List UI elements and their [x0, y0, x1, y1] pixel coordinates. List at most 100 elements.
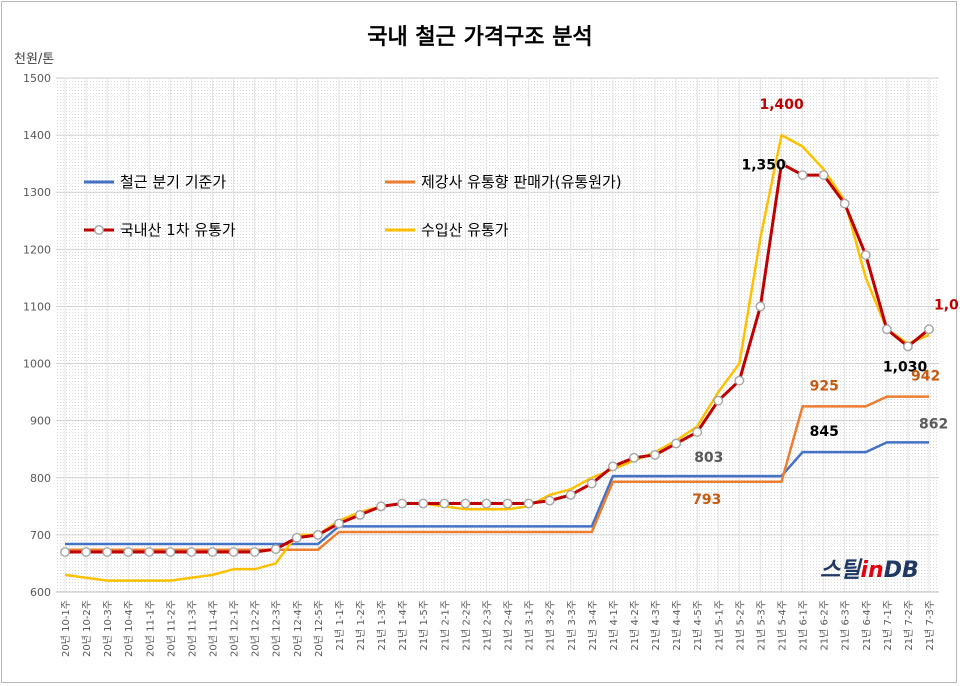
data-label: 793	[692, 492, 721, 508]
y-tick-label: 1400	[23, 129, 51, 142]
series-marker	[207, 547, 218, 557]
series-marker	[502, 498, 513, 509]
gridlines	[56, 77, 939, 593]
x-tick-label: 21년 1-1주	[334, 600, 346, 651]
series-marker	[334, 518, 344, 529]
series-marker	[924, 324, 934, 335]
y-tick-label: 700	[30, 529, 51, 542]
data-label: 803	[694, 450, 723, 466]
data-label: 1,030	[883, 359, 928, 375]
chart-title: 국내 철근 가격구조 분석	[367, 25, 592, 50]
x-tick-label: 21년 7-2주	[903, 600, 915, 651]
x-tick-label: 21년 4-2주	[629, 600, 641, 651]
x-tick-label: 21년 5-1주	[713, 600, 725, 651]
series-marker	[734, 375, 745, 386]
series-marker	[608, 461, 618, 472]
x-tick-label: 21년 6-1주	[798, 600, 810, 651]
x-tick-label: 20년 11-3주	[186, 600, 198, 657]
x-tick-label: 21년 3-2주	[545, 600, 557, 651]
series-marker	[797, 170, 808, 180]
steelindb-logo: 스틸inDB	[820, 558, 919, 583]
legend: 철근 분기 기준가 제강사 유통향 판매가(유통원가) 국내산 1차 유통가 수입산 …	[84, 173, 622, 239]
series-marker	[776, 158, 787, 169]
series-marker	[249, 547, 260, 557]
x-tick-label: 21년 4-1주	[608, 600, 620, 651]
series-marker	[629, 452, 639, 463]
x-axis-ticks: 20년 10-1주 20년 10-2주 20년 10-3주 20년 10-4주 20년 …	[56, 591, 939, 657]
x-tick-label: 21년 4-4주	[671, 600, 683, 651]
series-marker	[544, 495, 555, 506]
x-tick-label: 21년 5-3주	[755, 600, 767, 651]
series-marker	[586, 478, 597, 489]
series-marker	[565, 490, 576, 500]
legend-label: 수입산 유통가	[421, 221, 509, 239]
x-tick-label: 20년 10-4주	[123, 600, 135, 657]
legend-label: 제강사 유통향 판매가(유통원가)	[421, 173, 622, 191]
data-label: 925	[810, 378, 839, 394]
data-label: 942	[911, 369, 940, 385]
x-tick-label: 20년 11-4주	[208, 600, 220, 657]
series-marker	[881, 324, 892, 335]
series-line	[64, 133, 930, 582]
series-marker	[186, 547, 197, 557]
x-tick-label: 21년 2-3주	[481, 600, 493, 651]
series-layer	[60, 133, 934, 582]
y-axis-ticks: 600 700 800 900 1000 1100 1200 1300 1400 1500	[23, 72, 51, 599]
legend-label: 철근 분기 기준가	[120, 173, 226, 191]
y-tick-label: 1100	[23, 300, 51, 313]
series-marker	[228, 547, 239, 557]
x-tick-label: 20년 12-1주	[229, 600, 241, 657]
data-label: 862	[919, 416, 948, 432]
legend-label: 국내산 1차 유통가	[120, 221, 236, 239]
series-marker	[439, 498, 450, 509]
x-tick-label: 20년 12-3주	[271, 600, 283, 657]
x-tick-label: 21년 3-4주	[587, 600, 599, 651]
series-marker	[418, 498, 429, 509]
series-marker	[713, 395, 724, 406]
series-marker	[355, 510, 365, 520]
series-marker	[692, 427, 703, 437]
x-tick-label: 21년 6-4주	[861, 600, 873, 651]
series-marker	[102, 547, 113, 557]
y-axis-label: 천원/톤	[14, 52, 54, 67]
data-label: 845	[810, 424, 839, 440]
x-tick-label: 21년 5-2주	[734, 600, 746, 651]
y-tick-label: 1000	[23, 358, 51, 371]
series-marker	[818, 170, 829, 180]
series-marker	[650, 450, 660, 460]
x-tick-label: 21년 1-3주	[376, 600, 388, 651]
series-marker	[165, 547, 176, 557]
data-label: 1,050	[934, 297, 960, 313]
y-tick-label: 900	[30, 415, 51, 428]
series-marker	[270, 544, 281, 555]
x-tick-label: 21년 3-3주	[566, 600, 578, 651]
x-tick-label: 20년 12-2주	[250, 600, 262, 657]
x-tick-label: 20년 10-1주	[60, 600, 72, 657]
svg-text:스틸inDB: 스틸inDB	[820, 558, 919, 583]
series-marker	[860, 250, 871, 260]
data-label: 1,400	[759, 97, 804, 113]
series-marker	[839, 198, 850, 209]
series-marker	[291, 532, 302, 543]
y-tick-label: 1500	[23, 72, 51, 85]
y-tick-label: 1200	[23, 243, 51, 256]
plot-area	[56, 78, 939, 592]
y-tick-label: 1300	[23, 186, 51, 199]
series-marker	[397, 498, 408, 509]
x-tick-label: 21년 2-1주	[439, 600, 451, 651]
series-marker	[123, 547, 134, 557]
x-tick-label: 20년 10-2주	[81, 600, 93, 657]
x-tick-label: 21년 1-4주	[397, 600, 409, 651]
series-marker	[312, 529, 323, 540]
x-tick-label: 21년 5-4주	[776, 600, 788, 651]
series-marker	[376, 501, 386, 512]
x-tick-label: 21년 6-3주	[840, 600, 852, 651]
series-marker	[481, 498, 492, 509]
x-tick-label: 21년 4-5주	[692, 600, 704, 651]
x-tick-label: 20년 11-2주	[165, 600, 177, 657]
series-marker	[523, 498, 534, 509]
series-marker	[144, 547, 155, 557]
